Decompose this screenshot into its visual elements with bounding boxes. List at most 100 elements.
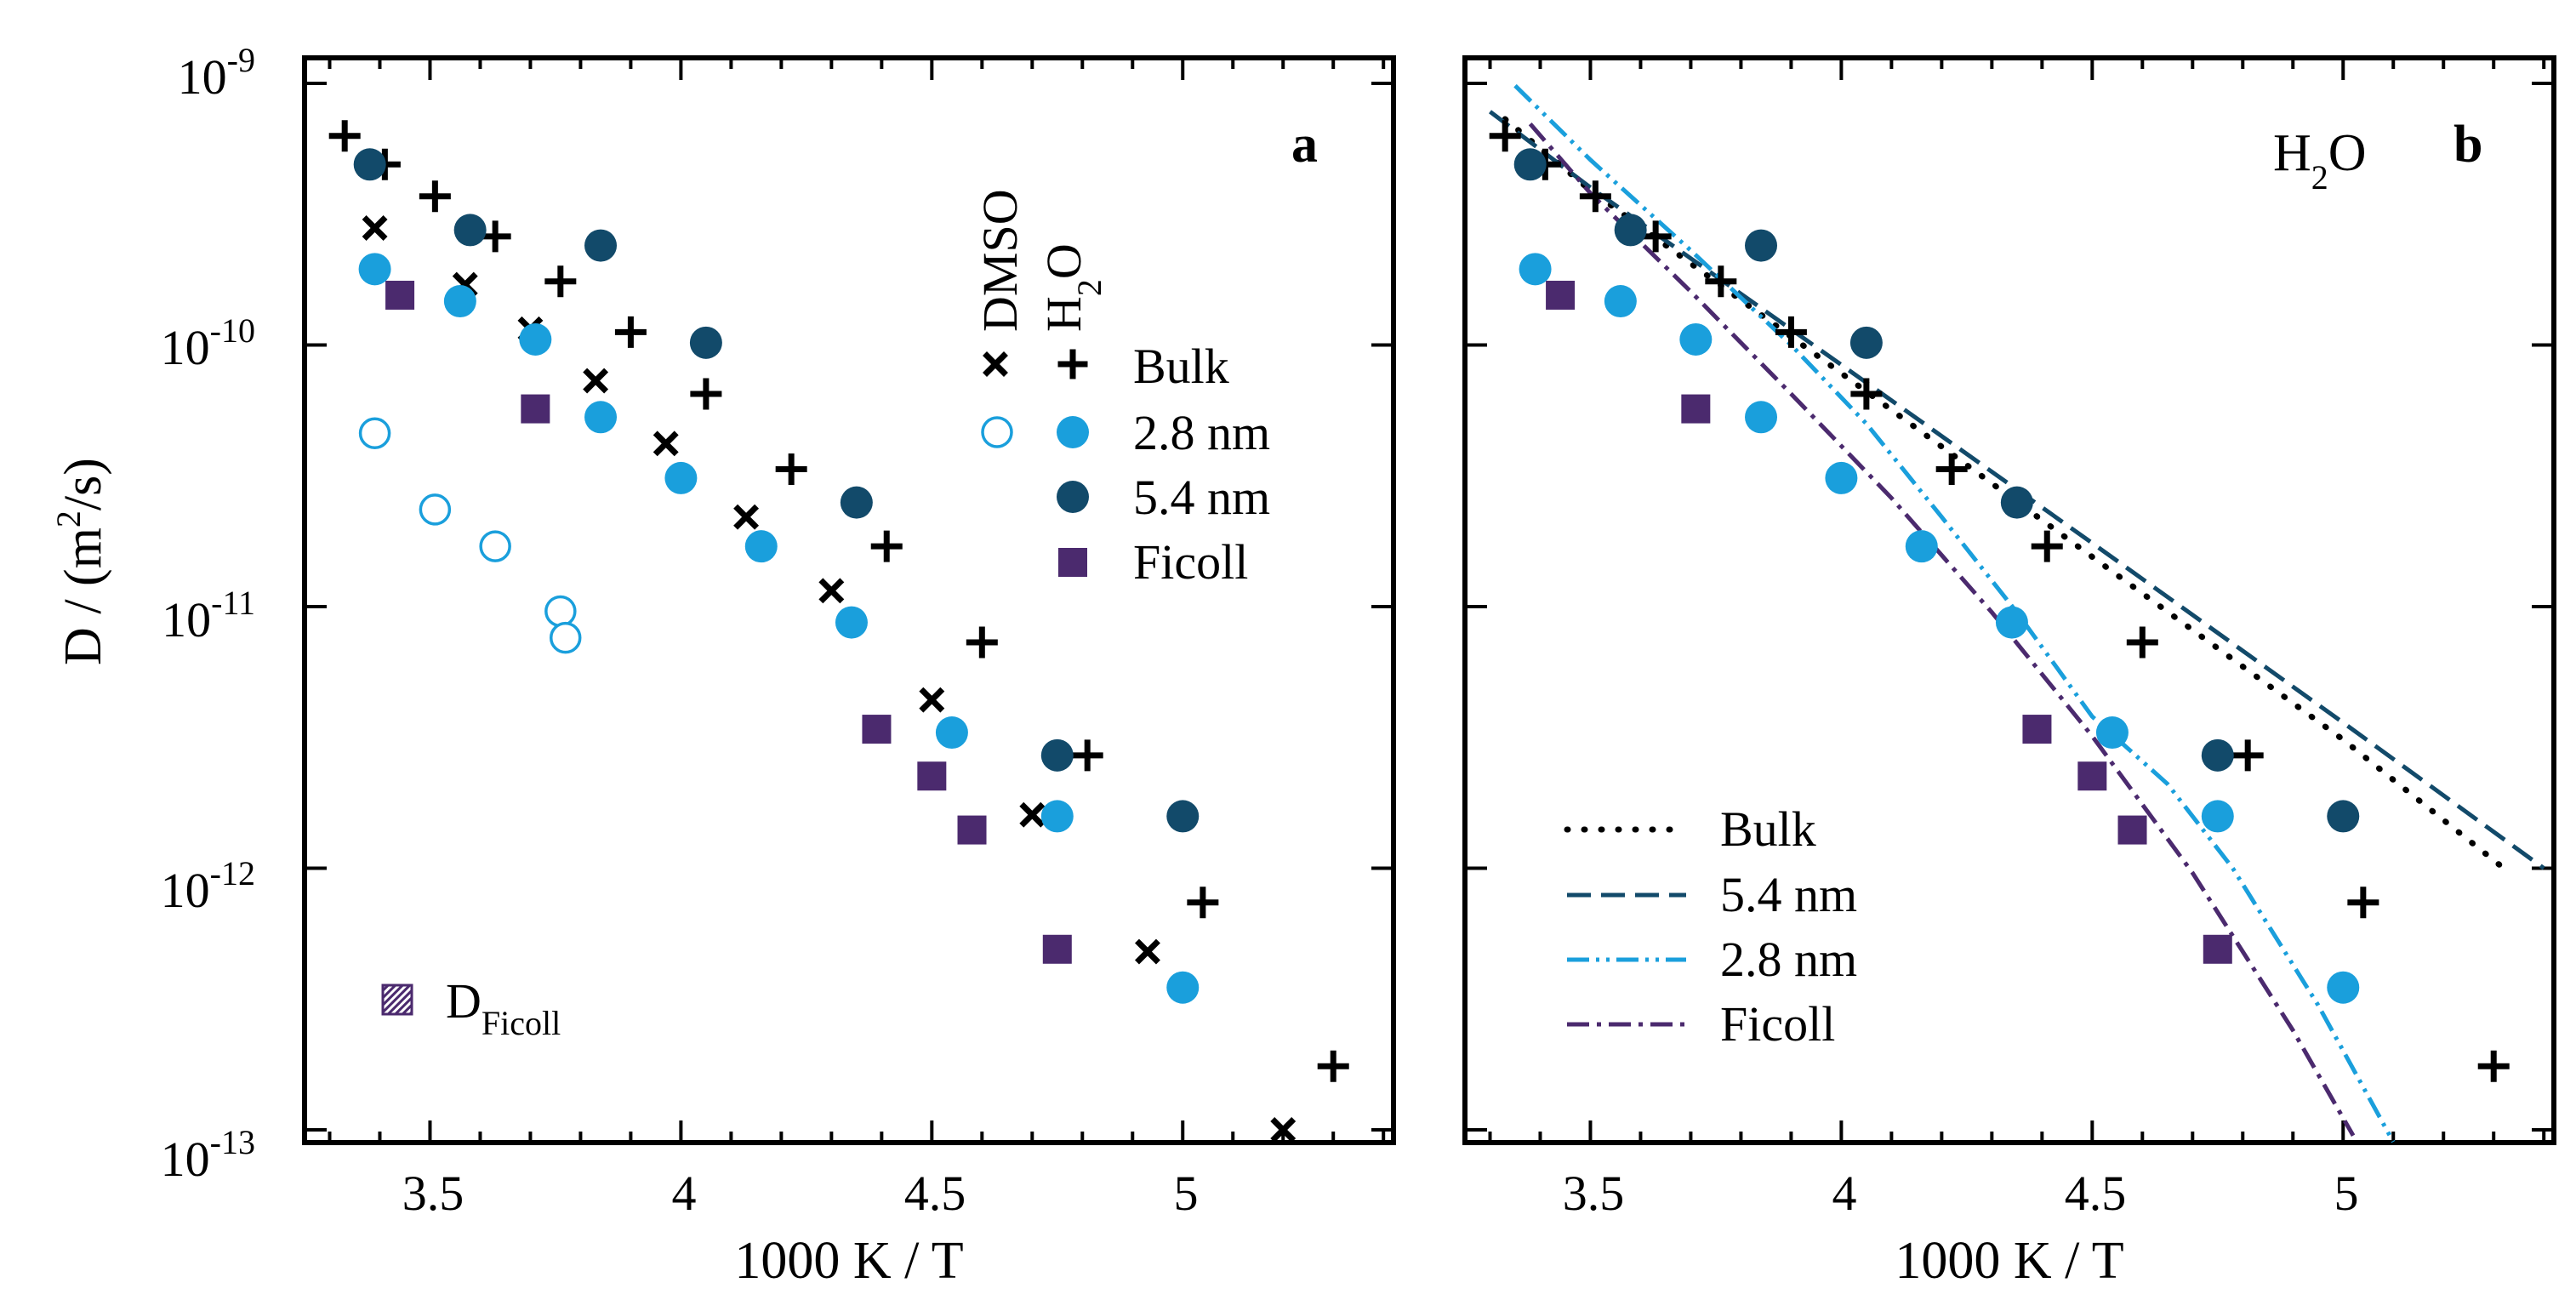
- point-h2o-bulk: [544, 265, 577, 298]
- dficoll-annotation: DFicoll: [446, 973, 561, 1042]
- legend-h2o-5.4nm-marker: [1057, 481, 1089, 513]
- x-tick-label: 4.5: [2065, 1166, 2127, 1221]
- point-h2o-2.8-nm: [519, 322, 552, 356]
- point-h2o-ficoll: [862, 715, 892, 744]
- point-h2o-ficoll: [2022, 715, 2052, 744]
- point-h2o-5.4-nm: [689, 326, 722, 359]
- legend-header-h2o: H2O: [1036, 243, 1108, 332]
- legend-label-2.8nm: 2.8 nm: [1133, 405, 1270, 460]
- point-h2o-ficoll: [2117, 815, 2147, 845]
- point-h2o-2.8-nm: [2095, 716, 2129, 750]
- point-h2o-bulk: [328, 120, 361, 152]
- point-h2o-5.4-nm: [1166, 800, 1200, 833]
- point-h2o-5.4-nm: [2201, 738, 2234, 772]
- panel-a: 10-9 10-10 10-11 10-12 10-13 3.5 4 4.5 5…: [161, 41, 1396, 1290]
- panel-b-marks: [1489, 120, 2510, 1082]
- panel-b-ticks: [1465, 58, 2554, 1143]
- y-tick-label: 10-9: [178, 41, 255, 105]
- point-dmso-bulk: [1270, 1117, 1297, 1143]
- y-tick-label: 10-11: [162, 584, 255, 647]
- point-dmso-bulk: [653, 430, 679, 457]
- point-h2o-5.4-nm: [1040, 738, 1074, 772]
- point-dmso-bulk: [919, 687, 945, 713]
- legend-label-5.4nm: 5.4 nm: [1720, 867, 1857, 922]
- point-h2o-bulk: [2477, 1050, 2510, 1082]
- point-dmso-bulk: [1135, 938, 1160, 965]
- point-dmso-bulk: [1019, 801, 1046, 828]
- point-h2o-ficoll: [1546, 280, 1576, 310]
- point-h2o-5.4-nm: [1614, 214, 1647, 247]
- point-dmso-bulk: [362, 215, 388, 241]
- point-h2o-bulk: [690, 378, 722, 410]
- point-h2o-2.8-nm: [1040, 800, 1074, 833]
- point-h2o-2.8-nm: [1604, 285, 1637, 318]
- panel-a-marks: [328, 120, 1349, 1143]
- point-h2o-ficoll: [1042, 934, 1072, 964]
- y-tick-label: 10-12: [161, 854, 255, 918]
- point-dmso-bulk: [733, 504, 760, 530]
- point-h2o-bulk: [1579, 180, 1611, 213]
- panel-a-ticks: [305, 58, 1393, 1143]
- panel-b-frame: [1462, 55, 2556, 1145]
- point-h2o-ficoll: [957, 815, 987, 845]
- x-tick-label: 4: [672, 1166, 697, 1221]
- legend-label-2.8nm: 2.8 nm: [1720, 932, 1857, 987]
- point-h2o-2.8-nm: [358, 253, 391, 286]
- point-dmso-bulk: [583, 368, 609, 394]
- point-h2o-bulk: [1639, 220, 1672, 253]
- point-h2o-2.8-nm: [2327, 971, 2360, 1004]
- x-tick-label: 5: [1174, 1166, 1199, 1221]
- point-h2o-5.4-nm: [840, 486, 873, 519]
- legend-h2o-2.8nm-marker: [1057, 416, 1089, 448]
- panel-a-frame: [302, 55, 1396, 1145]
- legend-label-5.4nm: 5.4 nm: [1133, 470, 1270, 525]
- x-tick-label: 4: [1832, 1166, 1857, 1221]
- point-h2o-2.8-nm: [1995, 606, 2028, 639]
- point-h2o-2.8-nm: [1745, 401, 1778, 434]
- point-h2o-ficoll: [2077, 761, 2107, 791]
- fit-line-ficoll: [1528, 122, 2356, 1138]
- dficoll-hatched-marker: [381, 984, 413, 1016]
- point-h2o-bulk: [2347, 887, 2379, 919]
- point-h2o-bulk: [2231, 739, 2264, 772]
- point-h2o-bulk: [1489, 120, 1521, 152]
- point-h2o-bulk: [419, 180, 451, 213]
- point-dmso-2.8-nm: [549, 621, 582, 654]
- point-dmso-2.8-nm: [358, 417, 391, 449]
- point-h2o-2.8-nm: [443, 285, 476, 318]
- point-h2o-bulk: [614, 316, 647, 348]
- y-tick-label: 10-13: [161, 1123, 255, 1187]
- point-dmso-2.8-nm: [419, 493, 452, 526]
- panel-a-letter: a: [1291, 116, 1318, 174]
- point-dmso-2.8-nm: [479, 530, 511, 562]
- point-h2o-2.8-nm: [935, 716, 968, 750]
- point-h2o-5.4-nm: [2000, 486, 2033, 519]
- point-h2o-ficoll: [2203, 934, 2232, 964]
- x-axis-title: 1000 K / T: [734, 1232, 963, 1290]
- fit-line-2.8nm: [1513, 83, 2396, 1143]
- point-h2o-ficoll: [917, 761, 947, 791]
- point-h2o-5.4-nm: [584, 229, 618, 262]
- point-h2o-5.4-nm: [1745, 229, 1778, 262]
- legend-dmso-bulk-marker: [983, 351, 1008, 377]
- panel-b: 3.5 4 4.5 5 1000 K / T H2O b Bulk 5.4 nm…: [1462, 55, 2556, 1290]
- x-tick-label: 3.5: [1563, 1166, 1625, 1221]
- point-h2o-2.8-nm: [664, 461, 698, 494]
- panel-b-fit-lines: [1488, 83, 2545, 1143]
- point-h2o-5.4-nm: [1849, 326, 1883, 359]
- point-h2o-ficoll: [521, 394, 550, 424]
- point-h2o-bulk: [870, 530, 903, 562]
- point-h2o-bulk: [1071, 739, 1103, 772]
- point-h2o-2.8-nm: [1166, 971, 1200, 1004]
- legend-label-ficoll: Ficoll: [1133, 534, 1248, 590]
- fit-line-5.4nm: [1488, 110, 2545, 870]
- y-tick-label: 10-10: [161, 311, 255, 375]
- x-tick-label: 4.5: [904, 1166, 966, 1221]
- point-h2o-2.8-nm: [1825, 461, 1858, 494]
- legend-label-bulk: Bulk: [1133, 339, 1229, 394]
- legend-label-bulk: Bulk: [1720, 801, 1816, 857]
- legend-dmso-2.8nm-marker: [981, 416, 1013, 448]
- point-h2o-2.8-nm: [1905, 530, 1938, 563]
- x-tick-label: 3.5: [402, 1166, 464, 1221]
- point-dmso-2.8-nm: [544, 595, 577, 628]
